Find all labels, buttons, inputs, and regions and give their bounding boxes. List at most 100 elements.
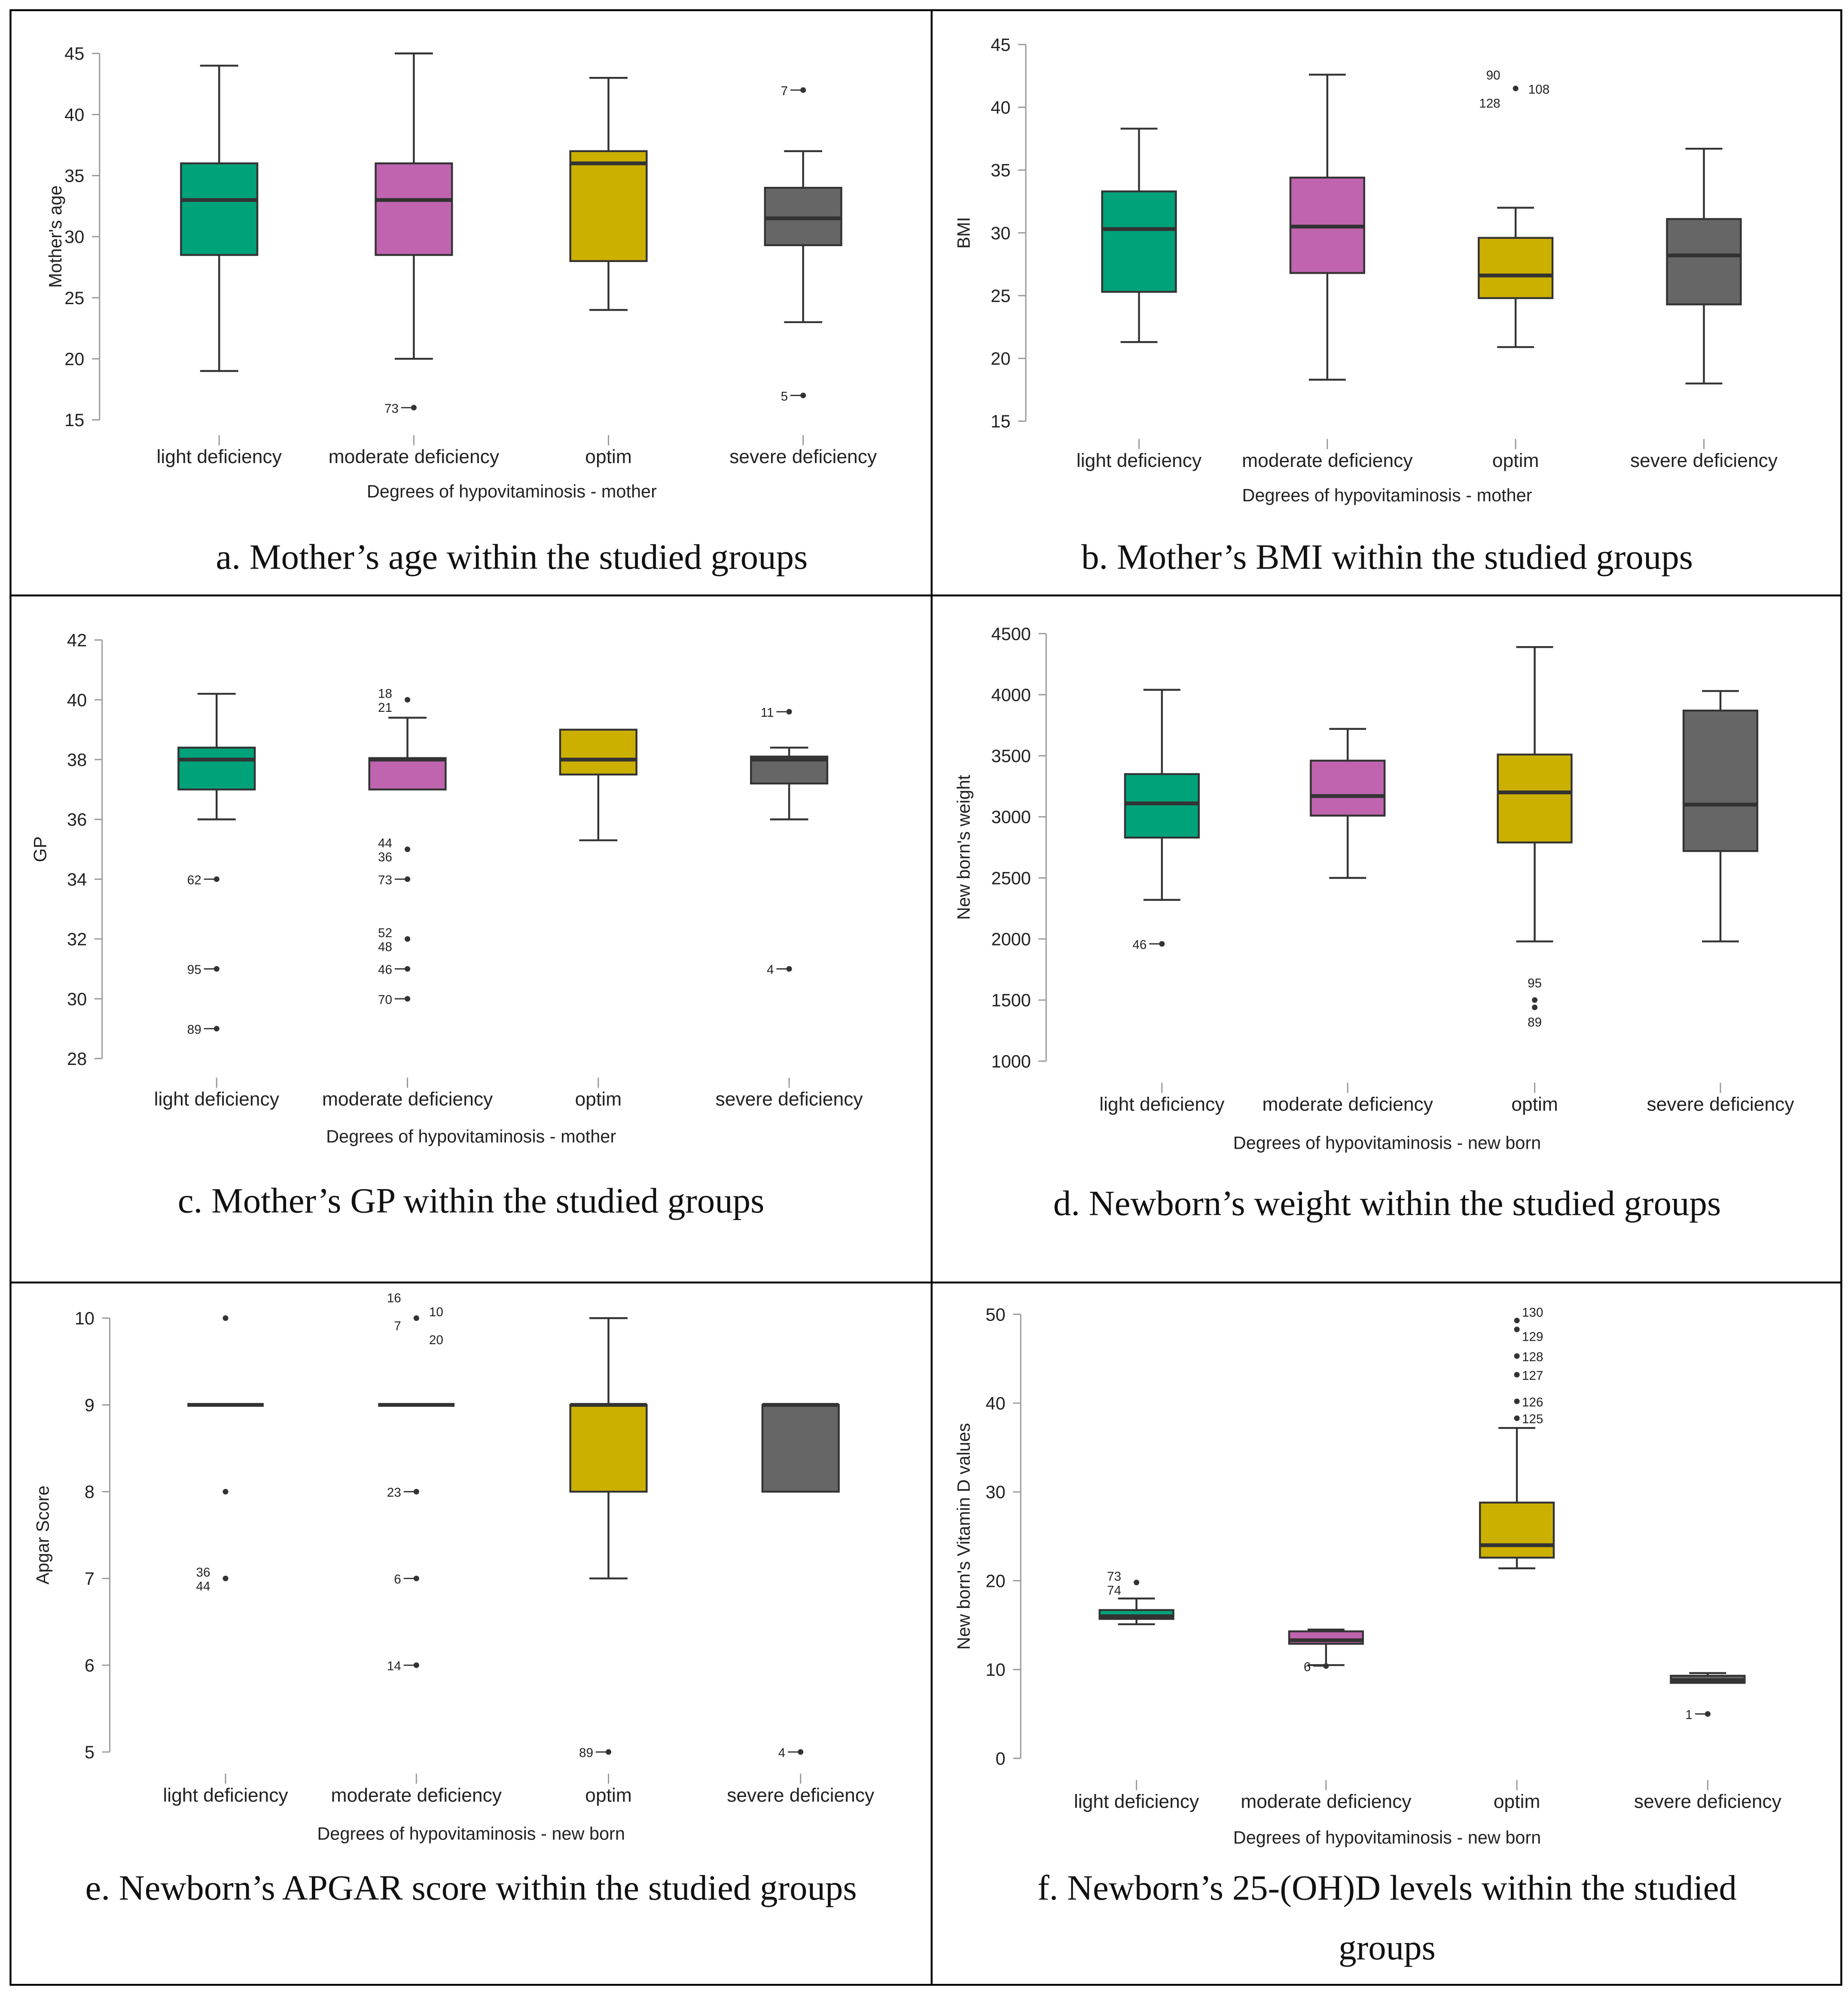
outlier-label: 10 (429, 1305, 443, 1319)
outlier-label: 23 (387, 1486, 401, 1500)
y-tick-label: 4500 (991, 624, 1031, 644)
chart-panel-d: 1000 1500 2000 2500 3000 3500 4000 4500 New born… (954, 624, 1795, 1223)
chart-panel-f: 0 10 20 30 40 50 New born's Vitamin D values De… (954, 1304, 1782, 1967)
x-tick-label: moderate deficiency (1242, 450, 1413, 471)
outlier-label: 52 (378, 926, 392, 940)
box-moderate-deficiency (1310, 728, 1386, 879)
box-iqr (569, 1404, 648, 1493)
y-tick-label: 15 (64, 410, 84, 430)
box-iqr (761, 1404, 840, 1493)
x-axis-label: Degrees of hypovitaminosis - new born (1233, 1827, 1541, 1848)
panel-caption: groups (1339, 1928, 1436, 1967)
box-severe-deficiency (1682, 690, 1759, 943)
y-tick-label: 20 (985, 1571, 1005, 1591)
outlier-point (223, 1575, 229, 1581)
y-tick-label: 45 (64, 43, 84, 64)
outlier-label: 128 (1479, 96, 1500, 110)
y-tick-label: 40 (991, 98, 1010, 118)
box-iqr (1479, 1501, 1555, 1559)
y-tick-label: 50 (985, 1304, 1005, 1324)
box-light-deficiency (1101, 128, 1177, 343)
y-tick-label: 25 (64, 288, 84, 308)
outlier-label: 36 (196, 1565, 210, 1580)
chart-panel-c: 28 30 32 34 36 38 40 42 GP Degrees of hypovitamin… (30, 630, 863, 1220)
x-tick-label: optim (1511, 1094, 1558, 1115)
x-tick-label: severe deficiency (1647, 1094, 1794, 1115)
y-axis-label: Apgar Score (32, 1486, 52, 1584)
x-tick-label: moderate deficiency (331, 1785, 502, 1806)
outlier-point (405, 697, 411, 703)
outlier-point (223, 1315, 229, 1321)
y-tick-label: 4000 (991, 685, 1031, 705)
x-tick-label: light deficiency (1099, 1094, 1225, 1115)
chart-panel-b: 15 20 25 30 35 40 45 BMI Degrees of hypovitamino… (954, 34, 1778, 576)
outlier-label: 6 (394, 1572, 401, 1586)
outlier-label: 95 (187, 963, 201, 977)
box-optim: 90 108 128 (1478, 68, 1554, 348)
outlier-point (1159, 941, 1165, 947)
outlier-label: 16 (387, 1291, 401, 1305)
panel-caption: a. Mother’s age within the studied group… (216, 537, 808, 577)
outlier-label: 7 (781, 84, 788, 98)
x-tick-label: optim (585, 446, 632, 467)
outlier-point (405, 936, 411, 942)
y-tick-label: 2000 (991, 929, 1031, 949)
y-tick-label: 40 (67, 690, 87, 710)
outlier-label: 21 (378, 701, 392, 715)
outlier-label: 108 (1528, 82, 1549, 97)
outlier-label: 128 (1522, 1350, 1543, 1364)
outlier-point (1514, 1415, 1520, 1421)
y-tick-label: 36 (67, 809, 87, 830)
x-tick-label: light deficiency (1076, 450, 1202, 471)
x-tick-label: optim (1492, 450, 1539, 471)
outlier-point (1532, 1004, 1538, 1010)
chart-panel-a: 15 20 25 30 35 40 45 Mother's age Degrees of hyp… (45, 43, 877, 577)
x-tick-label: severe deficiency (1630, 450, 1778, 471)
outlier-label: 4 (767, 963, 774, 977)
box-optim: 95 89 (1497, 646, 1573, 1029)
box-iqr (569, 150, 648, 262)
x-axis-label: Degrees of hypovitaminosis - mother (367, 481, 657, 501)
x-tick-label: moderate deficiency (1262, 1094, 1433, 1115)
box-optim: 130 129 128 127 126 125 (1479, 1306, 1555, 1569)
outlier-label: 90 (1486, 68, 1500, 82)
outlier-label: 46 (378, 963, 392, 977)
x-tick-label: moderate deficiency (322, 1089, 493, 1110)
panel-caption: b. Mother’s BMI within the studied group… (1081, 537, 1693, 577)
box-iqr (1478, 237, 1554, 299)
y-tick-label: 30 (67, 989, 87, 1009)
outlier-point (413, 1315, 419, 1321)
box-severe-deficiency: 4 (761, 1403, 840, 1760)
x-tick-label: light deficiency (157, 446, 282, 467)
box-moderate-deficiency: 16 10 7 20 23 6 14 (378, 1291, 455, 1673)
y-tick-label: 25 (991, 286, 1010, 306)
y-tick-label: 45 (991, 34, 1010, 55)
box-iqr (1310, 760, 1386, 817)
outlier-label: 44 (196, 1579, 210, 1593)
y-tick-label: 28 (67, 1049, 87, 1069)
outlier-label: 6 (1304, 1660, 1311, 1674)
outlier-point (1323, 1663, 1329, 1669)
y-tick-label: 10 (75, 1308, 95, 1328)
box-optim (569, 77, 648, 311)
panel-caption: d. Newborn’s weight within the studied g… (1053, 1183, 1721, 1223)
x-tick-label: light deficiency (163, 1785, 288, 1806)
box-moderate-deficiency: 73 (375, 52, 453, 416)
x-axis-label: Degrees of hypovitaminosis - mother (326, 1126, 616, 1147)
x-tick-label: severe deficiency (716, 1089, 863, 1110)
outlier-label: 46 (1132, 938, 1147, 952)
y-tick-label: 9 (85, 1395, 95, 1415)
x-axis-label: Degrees of hypovitaminosis - mother (1242, 485, 1532, 505)
y-tick-label: 38 (67, 750, 87, 770)
outlier-label: 36 (378, 850, 392, 864)
y-tick-label: 35 (64, 166, 84, 186)
outlier-label: 70 (378, 993, 392, 1007)
box-light-deficiency: 46 (1124, 689, 1200, 952)
outlier-label: 18 (378, 687, 392, 701)
panel-caption: e. Newborn’s APGAR score within the stud… (85, 1868, 857, 1907)
x-tick-label: severe deficiency (727, 1785, 875, 1806)
outlier-label: 48 (378, 940, 392, 954)
outlier-label: 11 (761, 706, 774, 720)
outlier-label: 129 (1522, 1330, 1543, 1344)
